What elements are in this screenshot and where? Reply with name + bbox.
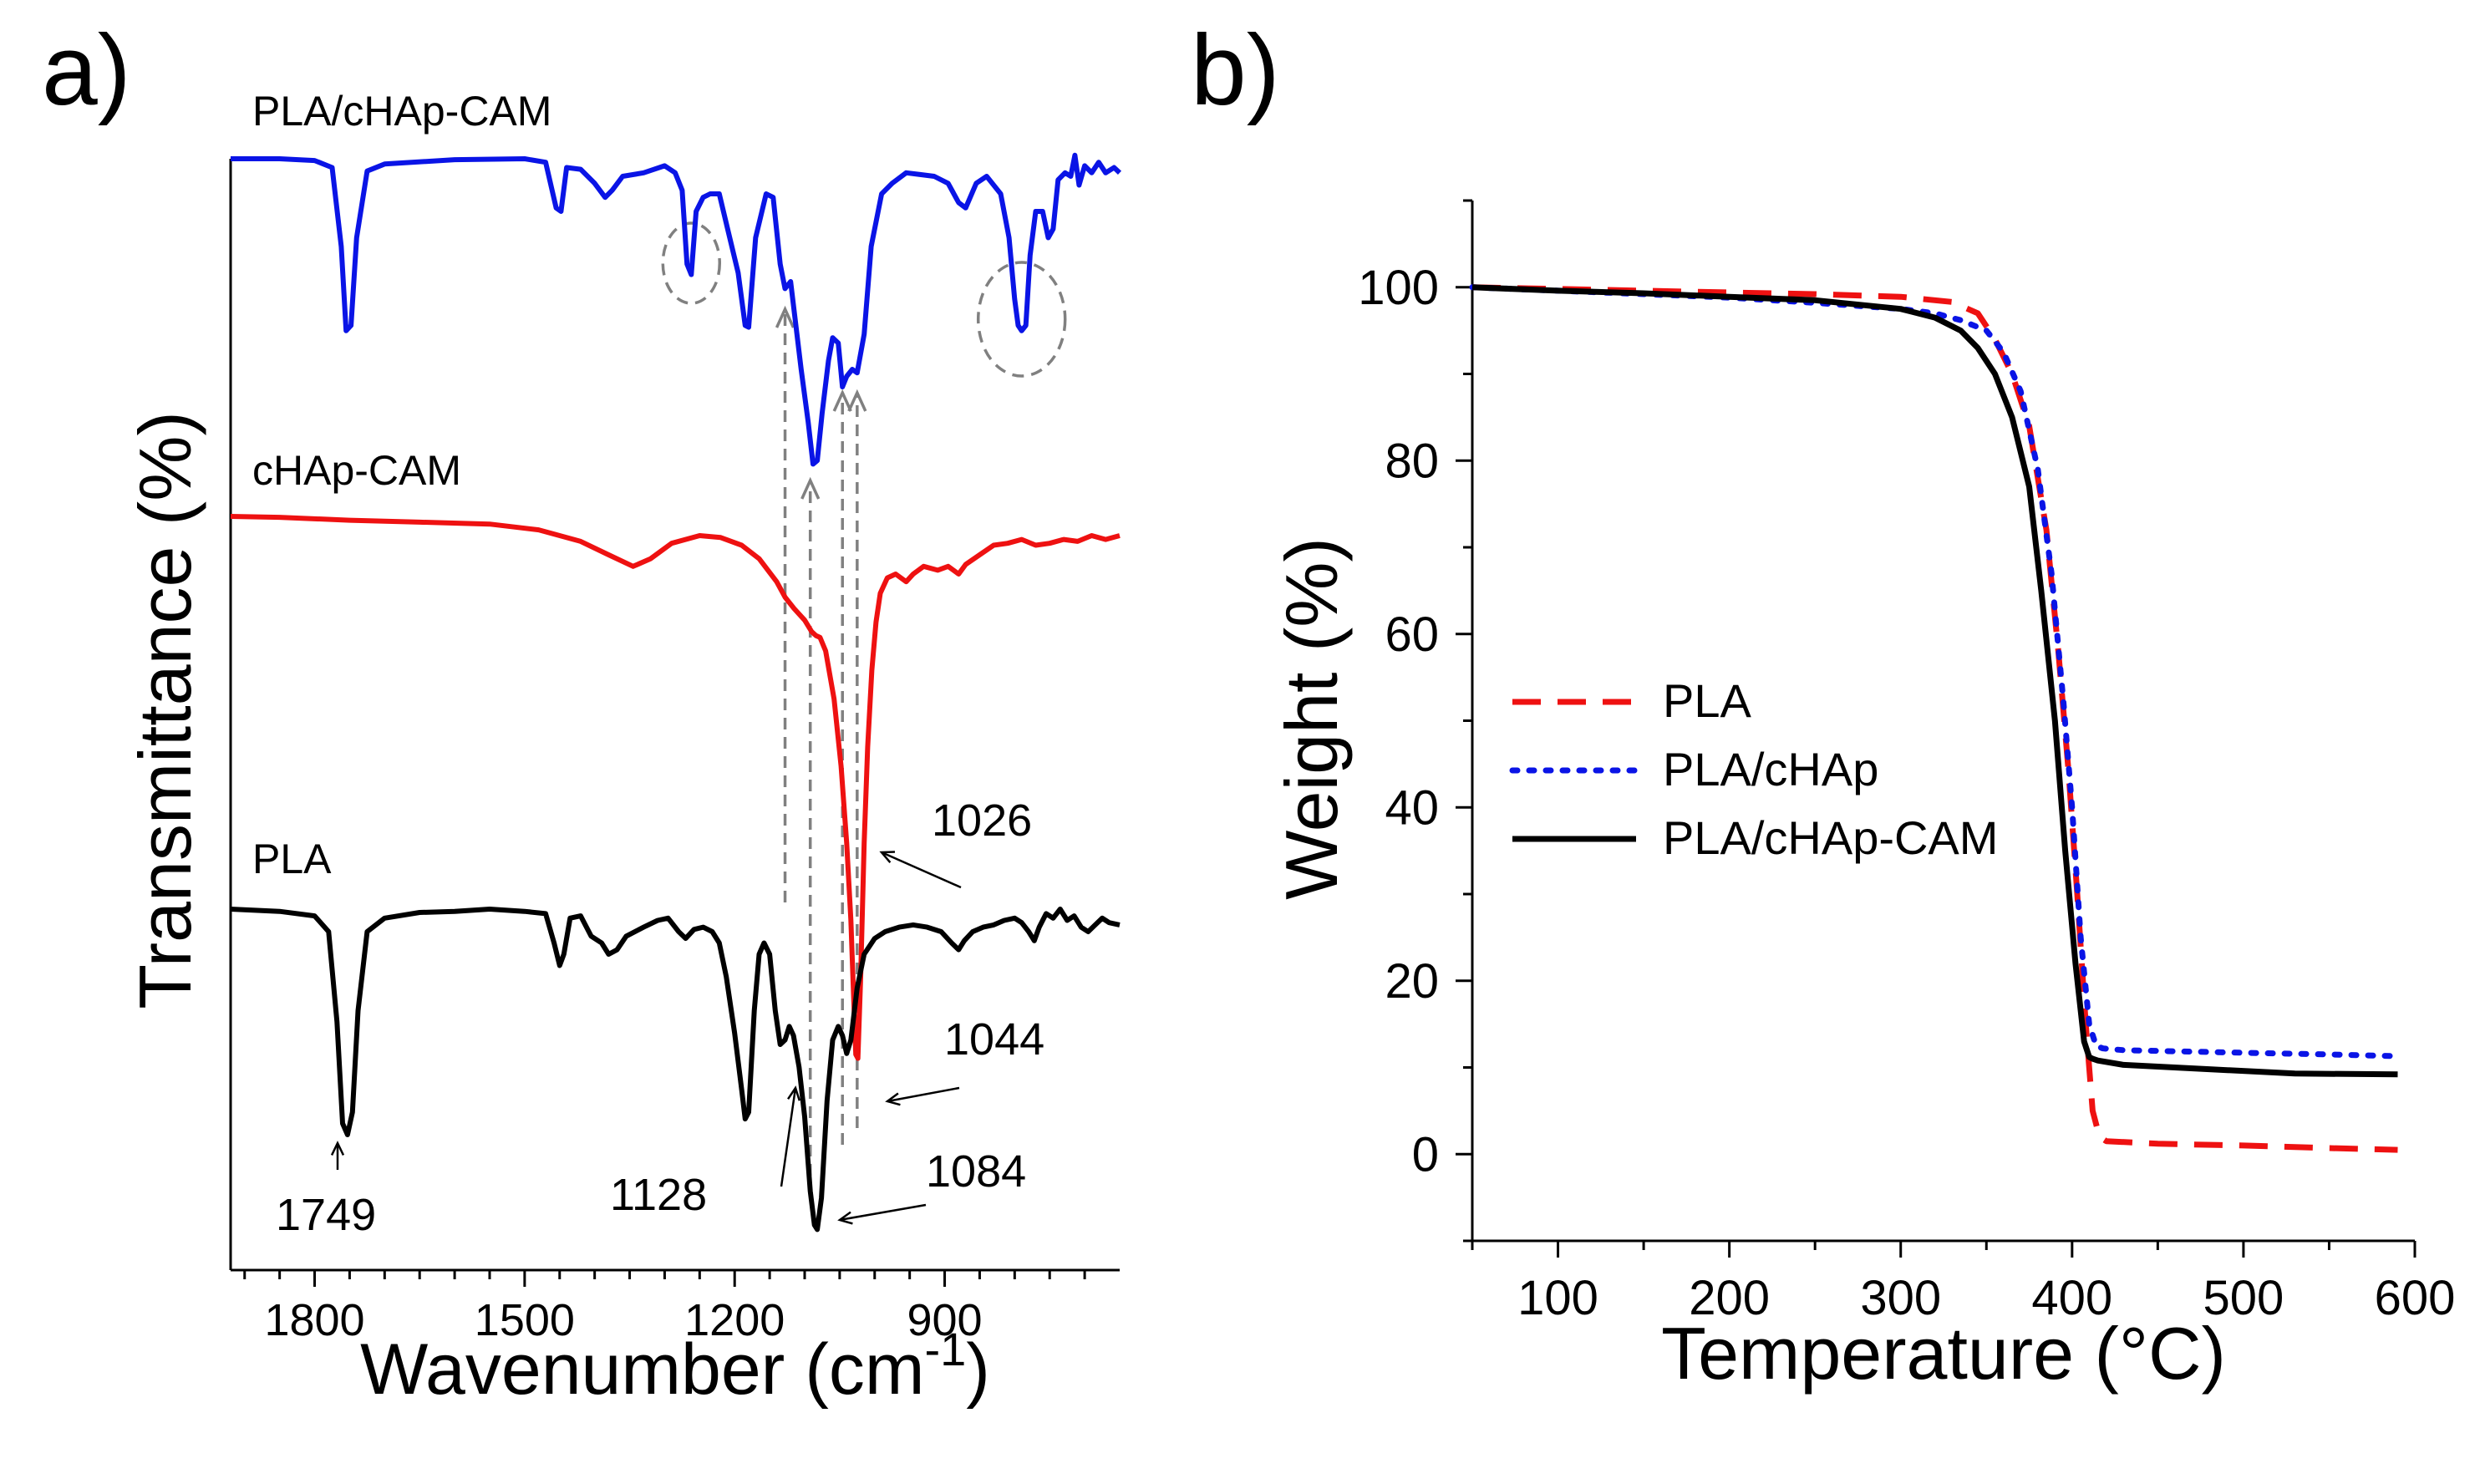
ftir-peak-annotations: 1026 1044 1128 1084 1749 (276, 795, 1044, 1240)
tga-x-tick-label-300: 300 (1860, 1271, 1941, 1325)
ftir-series-label-pla-chap-cam: PLA/cHAp-CAM (252, 88, 551, 135)
ftir-peak-pointer-1044 (887, 1086, 960, 1103)
panel-a-ftir: 1800 1500 1200 900 PLA/cHAp-CAMcHAp-CAMPLA … (124, 88, 1122, 1410)
ftir-peak-label-1044: 1044 (944, 1014, 1044, 1065)
tga-legend-label-pla-chap-cam: PLA/cHAp-CAM (1663, 811, 1998, 864)
tga-x-tick-label-100: 100 (1517, 1271, 1598, 1325)
ftir-series-pla (230, 907, 1121, 1232)
panel-b-tga: 100 200 300 400 500 600 0 20 40 60 80 100 PLA PLA/cH… (1270, 199, 2456, 1395)
ftir-series-pla-chap-cam (231, 152, 1122, 467)
tga-y-tick-label-80: 80 (1385, 434, 1439, 488)
tga-x-tick-label-400: 400 (2031, 1271, 2112, 1325)
tga-legend-label-pla: PLA (1663, 674, 1751, 727)
panel-a-label: a) (42, 14, 131, 126)
ftir-x-ticks: 1800 1500 1200 900 (243, 1270, 1086, 1345)
ftir-guide-arrowhead-2 (832, 389, 852, 412)
tga-series-pla-chap (1469, 284, 2401, 1060)
tga-ticks: 100 200 300 400 500 600 0 20 40 60 80 100 (1358, 199, 2456, 1325)
tga-series-pla (1471, 284, 2398, 1153)
ftir-peak-arrowhead-1026 (879, 851, 896, 863)
ftir-x-tick-label-900: 900 (907, 1295, 982, 1345)
tga-legend: PLA PLA/cHAp PLA/cHAp-CAM (1509, 674, 1998, 864)
tga-y-tick-label-40: 40 (1385, 780, 1439, 835)
tga-x-tick-label-500: 500 (2203, 1271, 2284, 1325)
ftir-x-label: Wavenumber (cm-1) (360, 1323, 990, 1410)
ftir-series (230, 152, 1122, 1232)
ftir-peak-label-1749: 1749 (276, 1190, 376, 1240)
ftir-peak-label-1026: 1026 (932, 795, 1032, 846)
ftir-x-tick-label-1800: 1800 (264, 1295, 364, 1345)
tga-legend-label-pla-chap: PLA/cHAp (1663, 743, 1878, 795)
ftir-highlight-ellipse-1262 (661, 221, 722, 305)
tga-x-label: Temperature (°C) (1661, 1312, 2226, 1395)
ftir-peak-pointer-1026 (881, 851, 962, 889)
ftir-peak-label-1084: 1084 (926, 1146, 1026, 1197)
ftir-peak-pointer-1128 (780, 1087, 797, 1187)
ftir-guide-arrowhead-1 (800, 476, 821, 500)
ftir-x-tick-label-1500: 1500 (475, 1295, 575, 1345)
ftir-guide-arrowhead-3 (847, 389, 867, 412)
tga-y-tick-label-60: 60 (1385, 607, 1439, 662)
ftir-x-label-main: Wavenumber (cm (360, 1329, 924, 1410)
ftir-x-label-sup: -1 (924, 1323, 966, 1375)
tga-y-label: Weight (%) (1270, 537, 1353, 900)
tga-series-pla-chap-cam (1471, 284, 2398, 1078)
ftir-highlight-ellipse-790 (976, 261, 1067, 378)
tga-series (1469, 284, 2401, 1153)
tga-x-tick-label-200: 200 (1689, 1271, 1770, 1325)
ftir-x-tick-label-1200: 1200 (684, 1295, 785, 1345)
ftir-series-labels: PLA/cHAp-CAM cHAp-CAM PLA (252, 88, 551, 882)
ftir-y-label: Transmittance (%) (124, 411, 206, 1009)
tga-y-tick-label-20: 20 (1385, 954, 1439, 1009)
ftir-peak-arrowhead-1044 (885, 1092, 901, 1106)
ftir-series-label-pla: PLA (252, 836, 332, 882)
ftir-guide-arrowhead-0 (775, 305, 795, 328)
tga-y-tick-label-0: 0 (1412, 1127, 1439, 1182)
tga-x-tick-label-600: 600 (2375, 1271, 2456, 1325)
panel-b-label: b) (1191, 14, 1280, 126)
ftir-peak-pointer-1084 (839, 1203, 927, 1222)
ftir-peak-arrowhead-1749 (330, 1141, 345, 1156)
ftir-peak-arrowhead-1084 (837, 1211, 853, 1225)
tga-y-tick-label-100: 100 (1358, 261, 1439, 315)
ftir-x-label-close: ) (966, 1329, 990, 1410)
ftir-peak-label-1128: 1128 (610, 1170, 707, 1220)
ftir-peak-arrowhead-1128 (787, 1085, 801, 1101)
ftir-series-label-chap-cam: cHAp-CAM (252, 447, 461, 494)
